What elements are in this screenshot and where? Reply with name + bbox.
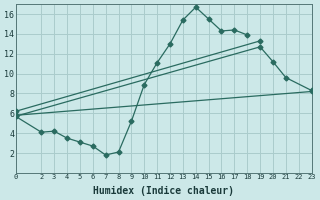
X-axis label: Humidex (Indice chaleur): Humidex (Indice chaleur) (93, 186, 234, 196)
